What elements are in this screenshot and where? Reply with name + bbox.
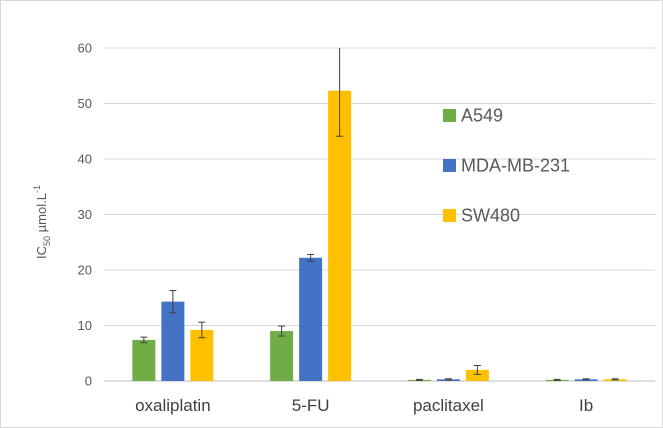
y-axis-ticks: 0 10 20 30 40 50 60	[78, 41, 92, 389]
y-axis-label-subscript: 50	[42, 236, 52, 246]
legend-swatch-A549	[443, 109, 456, 122]
y-tick-label: 50	[78, 96, 92, 111]
bar-A549-oxaliplatin	[132, 339, 156, 381]
legend-label: A549	[461, 106, 503, 126]
y-tick-label: 30	[78, 207, 92, 222]
y-axis-label-middle: µmol.L	[34, 193, 49, 236]
bar-SW480-oxaliplatin	[190, 329, 214, 381]
x-category-label: Ib	[579, 396, 593, 415]
bar-SW480-5-FU	[328, 90, 352, 382]
bars	[132, 90, 627, 382]
legend-swatch-SW480	[443, 209, 456, 222]
y-tick-label: 40	[78, 152, 92, 167]
bar-SW480-paclitaxel	[465, 369, 489, 381]
bar-MDA-MB-231-5-FU	[299, 257, 323, 381]
bar-MDA-MB-231-oxaliplatin	[161, 301, 185, 381]
y-tick-label: 0	[85, 374, 92, 389]
bar-A549-5-FU	[270, 331, 294, 381]
y-tick-label: 20	[78, 263, 92, 278]
legend: A549 MDA-MB-231 SW480	[443, 106, 570, 226]
legend-swatch-MDA-MB-231	[443, 159, 456, 172]
x-category-label: paclitaxel	[413, 396, 484, 415]
legend-label: MDA-MB-231	[461, 156, 570, 176]
legend-label: SW480	[461, 206, 520, 226]
y-tick-label: 10	[78, 318, 92, 333]
y-axis-label-superscript: -1	[32, 185, 42, 193]
y-axis-label-prefix: IC	[34, 246, 49, 259]
y-tick-label: 60	[78, 41, 92, 56]
x-category-label: 5-FU	[292, 396, 330, 415]
error-bars	[140, 48, 619, 381]
y-axis-label: IC50 µmol.L-1	[32, 185, 52, 259]
gridlines	[104, 47, 655, 382]
x-category-label: oxaliplatin	[135, 396, 211, 415]
x-axis-categories: oxaliplatin 5-FU paclitaxel Ib	[135, 396, 593, 415]
